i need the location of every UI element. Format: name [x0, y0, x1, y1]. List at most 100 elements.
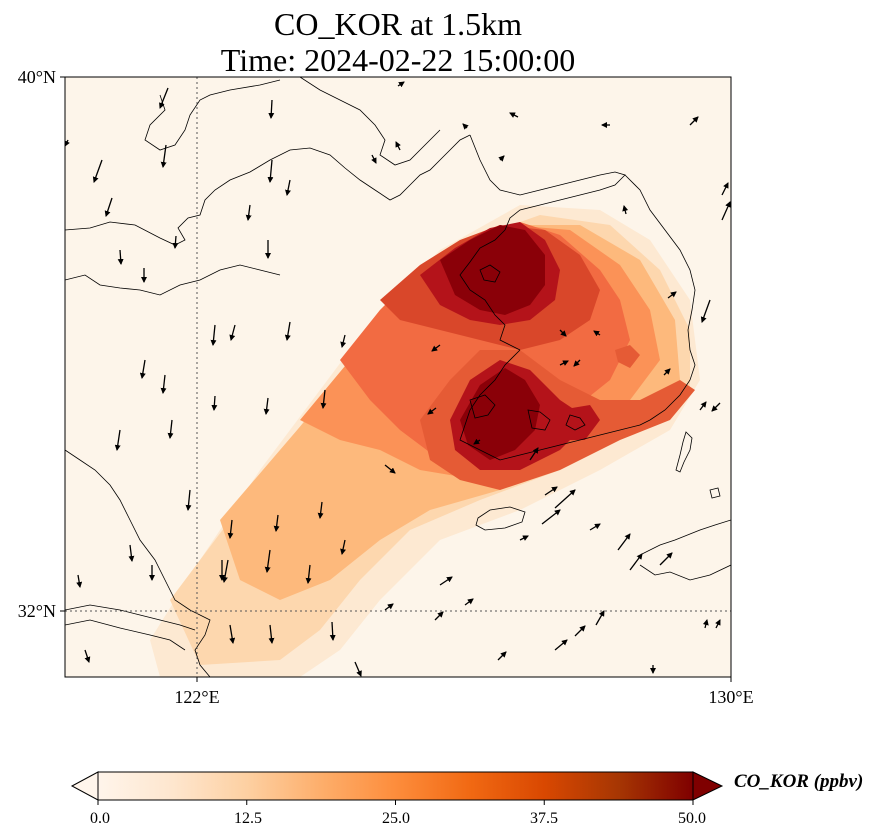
colorbar-gradient — [97, 771, 694, 801]
wind-vector-arrow — [167, 419, 174, 439]
wind-vector-arrow — [305, 564, 312, 584]
wind-vector-arrow — [285, 179, 291, 196]
wind-vector-arrow — [617, 533, 631, 551]
wind-vector-arrow — [229, 624, 236, 644]
wind-vector-arrow — [595, 610, 605, 626]
wind-vector-arrow — [721, 182, 729, 196]
wind-vector-arrow — [384, 464, 396, 474]
wind-vector-arrow — [544, 486, 558, 496]
wind-vector-arrow — [159, 87, 169, 109]
wind-vector-arrow — [84, 649, 91, 663]
wind-vector-arrow — [268, 99, 275, 119]
wind-vector-arrow — [317, 501, 324, 519]
wind-vectors — [65, 81, 731, 677]
wind-vector-arrow — [462, 123, 469, 130]
wind-vector-arrow — [263, 397, 270, 415]
wind-vector-arrow — [667, 291, 677, 299]
wind-vector-arrow — [284, 321, 291, 341]
map-frame — [64, 76, 732, 678]
wind-vector-arrow — [574, 625, 586, 637]
colorbar-tick-3: 37.5 — [530, 810, 558, 827]
wind-vector-arrow — [659, 552, 673, 566]
wind-vector-arrow — [264, 549, 271, 573]
wind-vector-arrow — [711, 402, 721, 412]
colorbar-tick-0: 0.0 — [90, 810, 110, 827]
wind-vector-arrow — [340, 539, 346, 555]
colorbar-tick-1: 12.5 — [234, 810, 262, 827]
wind-vector-arrow — [128, 544, 135, 562]
map-title-line2: Time: 2024-02-22 15:00:00 — [220, 42, 576, 78]
concentration-field — [150, 205, 700, 677]
wind-vector-arrow — [384, 603, 394, 611]
wind-vector-arrow — [559, 360, 569, 366]
wind-vector-arrow — [395, 141, 401, 151]
wind-vector-arrow — [114, 429, 121, 451]
wind-vector-arrow — [172, 235, 179, 249]
wind-vector-arrow — [473, 438, 481, 445]
wind-vector-arrow — [663, 368, 671, 376]
wind-vector-arrow — [273, 514, 280, 532]
wind-vector-arrow — [554, 489, 576, 509]
wind-vector-arrow — [689, 116, 699, 126]
wind-vector-arrow — [702, 619, 709, 629]
wind-vector-arrow — [721, 201, 731, 221]
gridlines — [65, 77, 731, 677]
wind-vector-arrow — [573, 359, 581, 367]
wind-vector-arrow — [211, 395, 218, 411]
map-plot-area — [65, 77, 731, 677]
wind-vector-arrow — [245, 204, 252, 221]
wind-vector-arrow — [519, 535, 529, 541]
wind-vector-arrow — [439, 576, 453, 586]
wind-vector-arrow — [92, 159, 103, 183]
wind-vector-arrow — [354, 661, 362, 677]
wind-vector-arrow — [185, 489, 192, 511]
wind-vector-arrow — [509, 112, 519, 118]
wind-vector-arrow — [427, 407, 437, 415]
wind-vector-arrow — [629, 553, 643, 571]
wind-vector-arrow — [160, 144, 167, 168]
wind-vector-arrow — [267, 159, 274, 183]
wind-vector-arrow — [554, 639, 568, 651]
wind-vector-arrow — [431, 344, 441, 352]
wind-vector-arrow — [371, 154, 377, 164]
y-tick-32N: 32°N — [18, 601, 56, 621]
wind-vector-arrow — [559, 329, 567, 337]
wind-vector-arrow — [329, 621, 336, 641]
wind-vector-arrow — [227, 519, 234, 539]
wind-vector-arrow — [464, 598, 474, 606]
wind-vector-arrow — [700, 299, 711, 323]
wind-vector-arrow — [593, 330, 601, 337]
wind-vector-arrow — [529, 447, 539, 461]
wind-vector-arrow — [497, 651, 507, 661]
wind-vector-arrow — [139, 359, 146, 379]
wind-vector-arrow — [397, 81, 405, 88]
wind-vector-arrow — [715, 619, 721, 629]
wind-vector-arrow — [268, 624, 275, 644]
wind-vector-arrow — [210, 324, 217, 346]
wind-vector-arrow — [160, 374, 167, 394]
colorbar-label: CO_KOR (ppbv) — [734, 771, 863, 792]
x-tick-130E: 130°E — [708, 687, 753, 707]
colorbar-min-extend — [70, 771, 99, 801]
wind-vector-arrow — [117, 249, 124, 265]
x-tick-122E: 122°E — [174, 687, 219, 707]
wind-vector-arrow — [434, 611, 444, 621]
wind-vector-arrow — [229, 324, 236, 341]
colorbar-tick-4: 50.0 — [678, 810, 706, 827]
y-tick-40N: 40°N — [18, 67, 56, 87]
colorbar-tick-2: 25.0 — [382, 810, 410, 827]
wind-vector-arrow — [699, 401, 707, 411]
colorbar: 0.0 12.5 25.0 37.5 50.0 CO_KOR (ppbv) — [70, 771, 863, 827]
wind-vector-arrow — [498, 155, 505, 162]
colorbar-max-extend — [692, 771, 724, 801]
axis-ticks — [60, 76, 732, 682]
wind-vector-arrow — [589, 523, 601, 531]
wind-vector-arrow — [76, 574, 83, 588]
wind-vector-arrow — [541, 509, 561, 525]
wind-vector-arrow — [340, 334, 347, 348]
wind-vector-arrow — [622, 205, 629, 215]
map-title-line1: CO_KOR at 1.5km — [274, 6, 522, 42]
wind-vector-arrow — [104, 197, 113, 217]
wind-vector-arrow — [320, 389, 327, 409]
